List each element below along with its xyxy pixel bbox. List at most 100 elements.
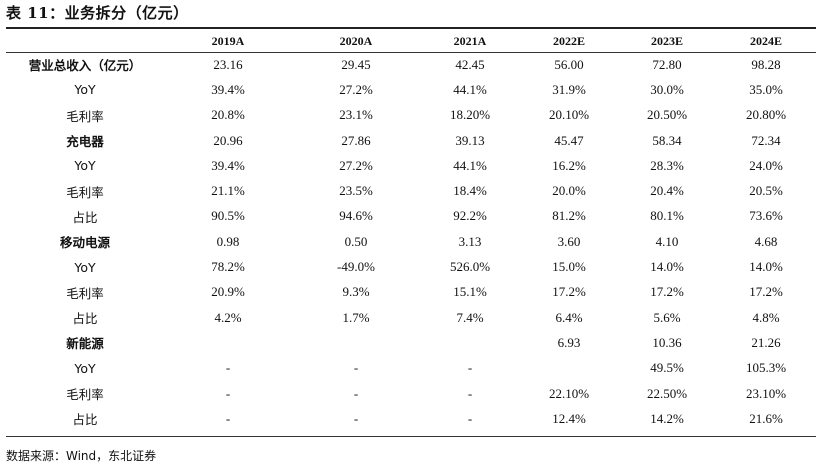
value-cell: 22.10% [548, 385, 590, 401]
value-cell: 45.47 [554, 132, 584, 148]
table-row: 营业总收入（亿元） 23.16 29.45 42.45 56.00 72.80 98.28 [6, 52, 816, 77]
row-label: 占比 [72, 209, 98, 225]
value-cell: - [467, 410, 473, 426]
row-label: YoY [74, 158, 96, 174]
value-cell: 44.1% [453, 157, 487, 173]
row-label: YoY [74, 82, 96, 98]
table-row: 毛利率 21.1% 23.5% 18.4% 20.0% 20.4% 20.5% [6, 178, 816, 203]
table-body: 营业总收入（亿元） 23.16 29.45 42.45 56.00 72.80 98.28 Y… [6, 52, 816, 431]
value-cell: - [225, 410, 231, 426]
value-cell: 4.68 [754, 233, 778, 249]
value-cell: - [353, 410, 359, 426]
value-cell: 73.6% [749, 208, 783, 224]
table-row: 占比 - - - 12.4% 14.2% 21.6% [6, 406, 816, 431]
value-cell: 526.0% [449, 259, 491, 275]
value-cell: 105.3% [745, 360, 787, 376]
column-header: 2020A [339, 33, 373, 48]
value-cell: 20.5% [749, 183, 783, 199]
value-cell: 92.2% [453, 208, 487, 224]
value-cell: 4.2% [214, 309, 242, 325]
value-cell: 15.0% [552, 259, 586, 275]
value-cell: 16.2% [552, 157, 586, 173]
value-cell: 17.2% [650, 284, 684, 300]
value-cell: 20.96 [213, 132, 243, 148]
value-cell: 4.10 [655, 233, 679, 249]
value-cell: 6.4% [555, 309, 583, 325]
value-cell: 20.4% [650, 183, 684, 199]
value-cell: 28.3% [650, 157, 684, 173]
value-cell: - [225, 360, 231, 376]
value-cell: 20.9% [211, 284, 245, 300]
row-label: 占比 [72, 311, 98, 327]
header-label-cell [6, 30, 164, 52]
row-label: 新能源 [66, 336, 104, 352]
top-rule [6, 27, 816, 29]
column-header: 2022E [552, 33, 585, 48]
value-cell: 14.2% [650, 410, 684, 426]
row-label: 毛利率 [66, 285, 104, 301]
value-cell: 5.6% [653, 309, 681, 325]
source-note: 数据来源：Wind，东北证券 [6, 449, 157, 463]
value-cell: 23.1% [339, 107, 373, 123]
value-cell: 44.1% [453, 81, 487, 97]
value-cell: 56.00 [554, 56, 584, 72]
value-cell: 39.4% [211, 157, 245, 173]
value-cell: 0.98 [216, 233, 240, 249]
value-cell: 31.9% [552, 81, 586, 97]
value-cell: 94.6% [339, 208, 373, 224]
value-cell: 9.3% [342, 284, 370, 300]
value-cell: 20.10% [548, 107, 590, 123]
value-cell [292, 330, 420, 355]
column-header: 2023E [650, 33, 683, 48]
value-cell: 58.34 [652, 132, 682, 148]
value-cell: -49.0% [337, 259, 375, 275]
value-cell: 72.34 [751, 132, 781, 148]
value-cell: 14.0% [749, 259, 783, 275]
value-cell: 17.2% [552, 284, 586, 300]
row-label: 毛利率 [66, 108, 104, 124]
table-row: 毛利率 20.8% 23.1% 18.20% 20.10% 20.50% 20.80% [6, 103, 816, 128]
value-cell: 1.7% [342, 309, 370, 325]
table-row: YoY 39.4% 27.2% 44.1% 31.9% 30.0% 35.0% [6, 77, 816, 102]
row-label: 毛利率 [66, 387, 104, 402]
row-label: YoY [74, 360, 96, 376]
value-cell: 49.5% [650, 360, 684, 376]
row-label: YoY [74, 259, 96, 275]
value-cell: 27.2% [339, 157, 373, 173]
value-cell: 23.5% [339, 183, 373, 199]
column-header: 2021A [453, 33, 487, 48]
table-row: 毛利率 20.9% 9.3% 15.1% 17.2% 17.2% 17.2% [6, 280, 816, 305]
value-cell: - [353, 360, 359, 376]
value-cell: - [353, 385, 359, 401]
value-cell: 22.50% [646, 385, 688, 401]
value-cell: 3.13 [458, 233, 482, 249]
value-cell: 14.0% [650, 259, 684, 275]
value-cell [520, 356, 618, 381]
value-cell: 42.45 [455, 56, 485, 72]
table-row: 移动电源 0.98 0.50 3.13 3.60 4.10 4.68 [6, 229, 816, 254]
value-cell: 81.2% [552, 208, 586, 224]
value-cell: 90.5% [211, 208, 245, 224]
value-cell: 7.4% [456, 309, 484, 325]
row-label: 充电器 [66, 134, 104, 150]
value-cell: 20.8% [211, 107, 245, 123]
table-row: YoY - - - 49.5% 105.3% [6, 356, 816, 381]
value-cell: 20.80% [745, 107, 787, 123]
value-cell: 27.86 [341, 132, 371, 148]
value-cell: 39.4% [211, 81, 245, 97]
value-cell: 98.28 [751, 56, 781, 72]
row-label: 占比 [72, 412, 98, 428]
business-breakdown-table: 2019A 2020A 2021A 2022E 2023E 2024E 营业总收入（亿元）… [6, 30, 816, 431]
value-cell: 21.1% [211, 183, 245, 199]
column-header: 2024E [749, 33, 782, 48]
value-cell: 35.0% [749, 81, 783, 97]
column-header: 2019A [211, 33, 245, 48]
bottom-rule [6, 436, 816, 437]
table-row: 充电器 20.96 27.86 39.13 45.47 58.34 72.34 [6, 128, 816, 153]
value-cell: 39.13 [455, 132, 485, 148]
value-cell: 23.16 [213, 56, 243, 72]
table-row: 占比 4.2% 1.7% 7.4% 6.4% 5.6% 4.8% [6, 305, 816, 330]
value-cell: 6.93 [557, 334, 581, 350]
value-cell: 30.0% [650, 81, 684, 97]
value-cell: 10.36 [652, 334, 682, 350]
